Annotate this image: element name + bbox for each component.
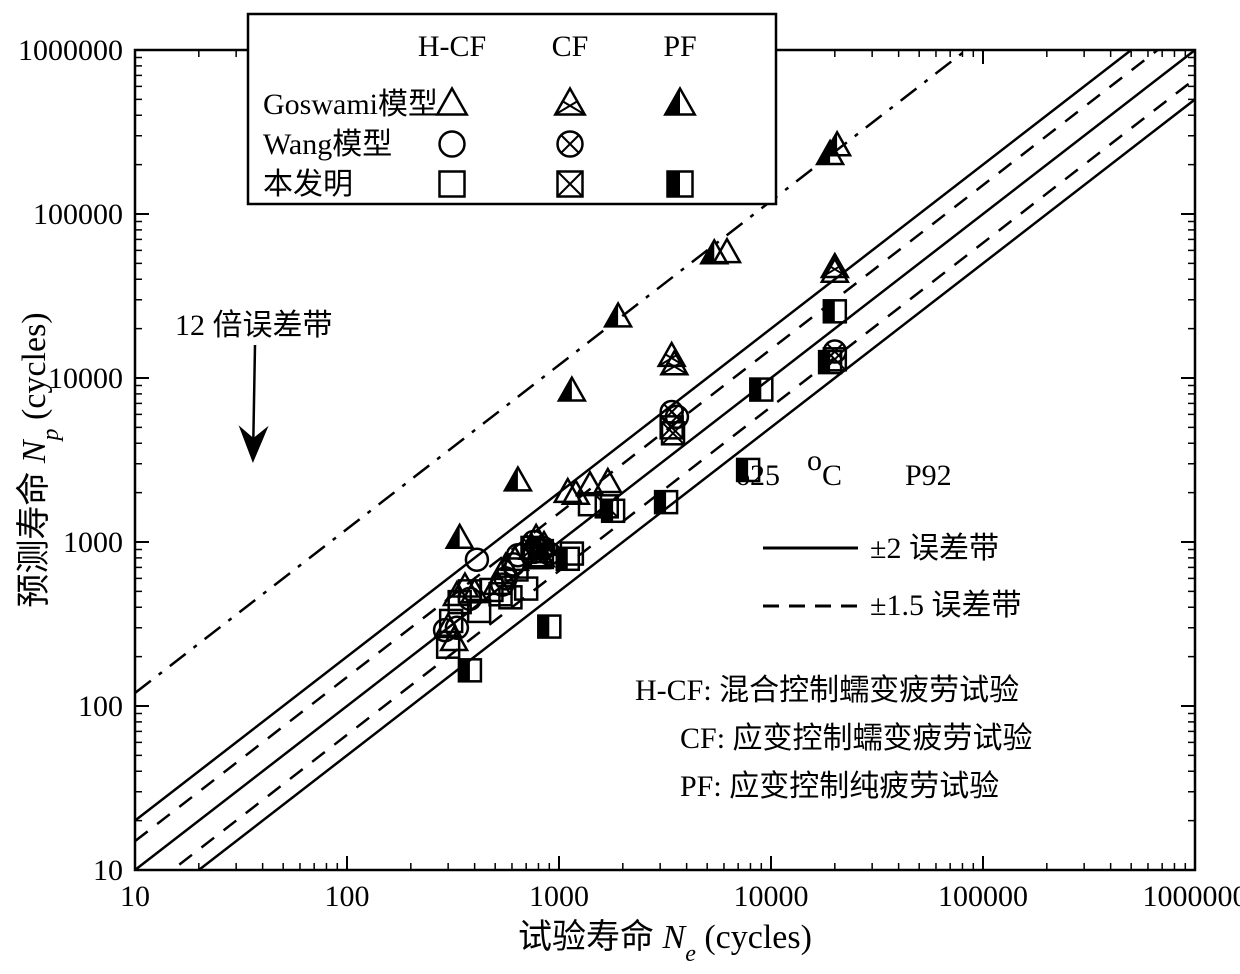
legend-row-label: Goswami模型	[263, 88, 438, 121]
y-tick-label: 1000000	[18, 34, 123, 67]
anno-temp: 625	[735, 459, 780, 492]
anno-cf: CF: 应变控制蠕变疲劳试验	[680, 722, 1033, 755]
legend-row-label: Wang模型	[263, 128, 392, 161]
x-tick-label: 1000000	[1143, 880, 1240, 913]
y-tick-label: 100000	[33, 198, 123, 231]
legend-row-label: 本发明	[263, 168, 353, 201]
fatigue-life-chart: 10 100 1000 10000 100000 1000000 10 100 1000 1000…	[0, 0, 1240, 974]
y-tick-label: 100	[78, 690, 123, 723]
x-axis-label: 试验寿命 Ne (cycles)	[518, 918, 812, 967]
y-tick-label: 10	[93, 854, 123, 887]
data-points	[434, 132, 850, 681]
y-tick-label: 10000	[48, 362, 123, 395]
anno-temp-c: C	[822, 459, 842, 492]
legend-header: PF	[663, 30, 696, 63]
anno-hcf: H-CF: 混合控制蠕变疲劳试验	[635, 674, 1019, 707]
anno-pf: PF: 应变控制纯疲劳试验	[680, 770, 999, 803]
anno-temp-deg: o	[807, 444, 822, 477]
legend-header: H-CF	[418, 30, 486, 63]
x-tick-label: 10000	[734, 880, 809, 913]
anno-12x-arrow	[253, 345, 255, 458]
anno-12x: 12 倍误差带	[175, 309, 333, 342]
x-tick-label: 10	[120, 880, 150, 913]
y-axis-label: 预测寿命 Np (cycles)	[15, 312, 64, 607]
x-tick-label: 100000	[938, 880, 1028, 913]
y-tick-label: 1000	[63, 526, 123, 559]
anno-band15: ±1.5 误差带	[870, 589, 1021, 622]
anno-band2: ±2 误差带	[870, 532, 999, 565]
anno-mat: P92	[905, 459, 952, 492]
x-tick-label: 1000	[529, 880, 589, 913]
x-tick-label: 100	[325, 880, 370, 913]
legend-header: CF	[552, 30, 589, 63]
